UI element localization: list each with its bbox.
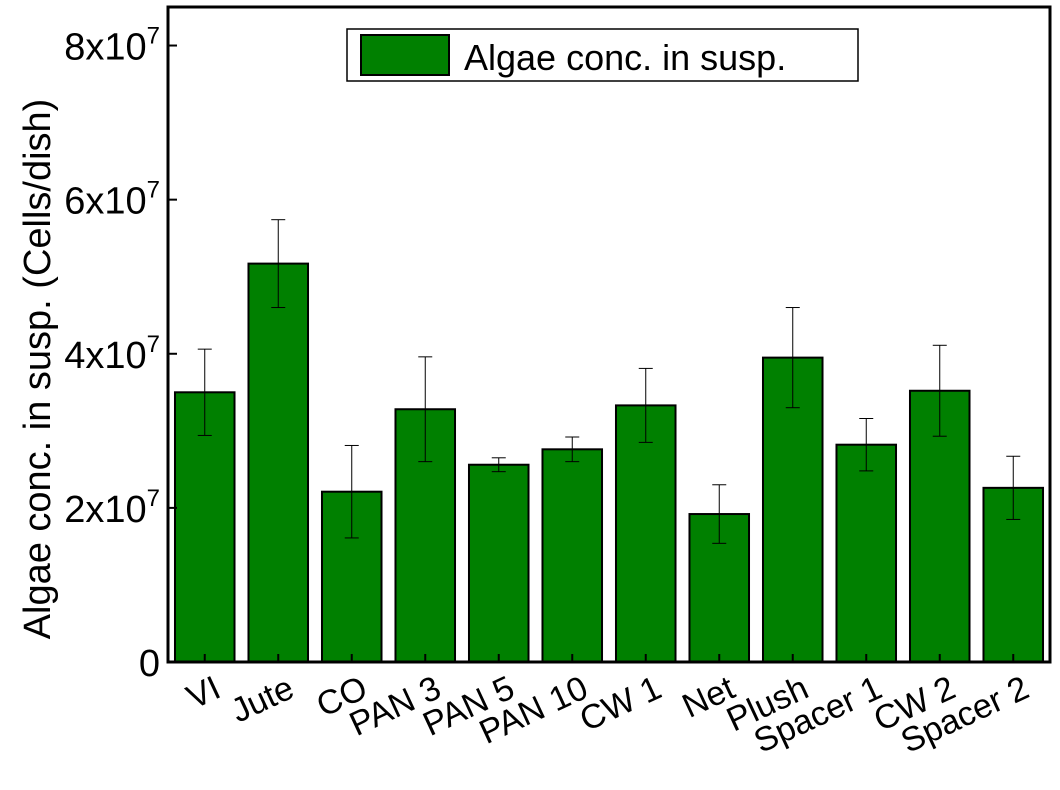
- bar: [247, 262, 310, 663]
- y-tick-label: 2x107: [64, 485, 160, 531]
- bar: [688, 513, 751, 663]
- legend: Algae conc. in susp.: [346, 28, 859, 82]
- y-tick-label: 6x107: [64, 177, 160, 223]
- legend-swatch: [360, 34, 450, 76]
- y-tick-label: 4x107: [64, 331, 160, 377]
- plot-area-frame: [166, 5, 1052, 664]
- legend-label: Algae conc. in susp.: [464, 37, 786, 78]
- bar: [541, 448, 604, 664]
- bar: [835, 443, 898, 663]
- y-axis-label: Algae conc. in susp. (Cells/dish): [17, 99, 59, 640]
- y-axis: 0 2x107 4x107 6x107 8x107: [64, 23, 177, 685]
- x-tick-label: Jute: [225, 669, 299, 731]
- y-tick-label: 8x107: [64, 23, 160, 69]
- bar: [467, 463, 530, 663]
- x-tick-label: VI: [181, 669, 226, 717]
- bar: [614, 404, 677, 663]
- error-bars-layer: [197, 219, 1021, 544]
- x-tick-label: CW 1: [574, 669, 667, 739]
- bars-layer: [173, 262, 1045, 664]
- y-tick-label: 0: [139, 643, 160, 685]
- bar: [173, 391, 236, 663]
